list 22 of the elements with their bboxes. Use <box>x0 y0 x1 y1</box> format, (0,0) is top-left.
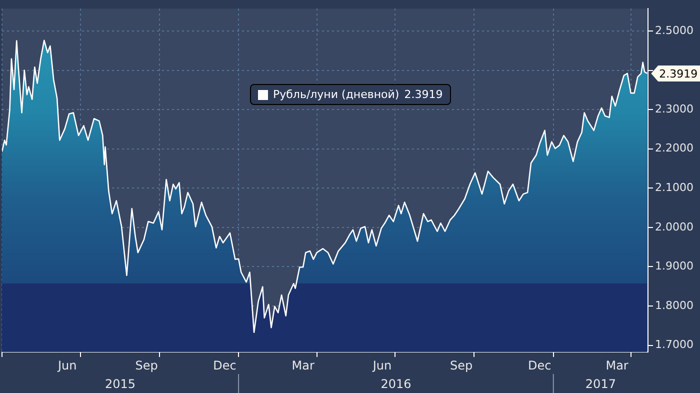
text: 2017 <box>585 377 616 392</box>
legend-label: Рубль/луни (дневной) <box>273 88 400 101</box>
text: 2.3919 <box>404 88 443 101</box>
x-tick-label: Sep <box>450 358 473 372</box>
x-tick-label: Dec <box>213 358 236 372</box>
annotation: 2.3919 <box>659 67 698 80</box>
x-tick-label: Mar <box>606 358 628 372</box>
x-tick-label: Dec <box>528 358 552 372</box>
y-tick-label: 1.7000 <box>655 338 694 352</box>
y-tick-label: 2.0000 <box>655 220 694 234</box>
y-tick-label: 2.5000 <box>655 24 694 37</box>
text: 2015 <box>105 377 136 392</box>
x-tick-label: Mar <box>292 358 314 372</box>
y-tick-label: 2.1000 <box>655 181 694 194</box>
x-tick-label: Jun <box>57 358 77 372</box>
x-tick-label: Sep <box>135 358 158 372</box>
y-tick-label: 2.2000 <box>655 142 694 155</box>
y-tick-label: 1.9000 <box>655 260 694 273</box>
x-tick-label: Jun <box>372 358 392 372</box>
y-tick-label: 1.8000 <box>655 298 694 312</box>
text: 2016 <box>380 377 412 392</box>
y-tick-label: 2.3000 <box>655 102 694 116</box>
